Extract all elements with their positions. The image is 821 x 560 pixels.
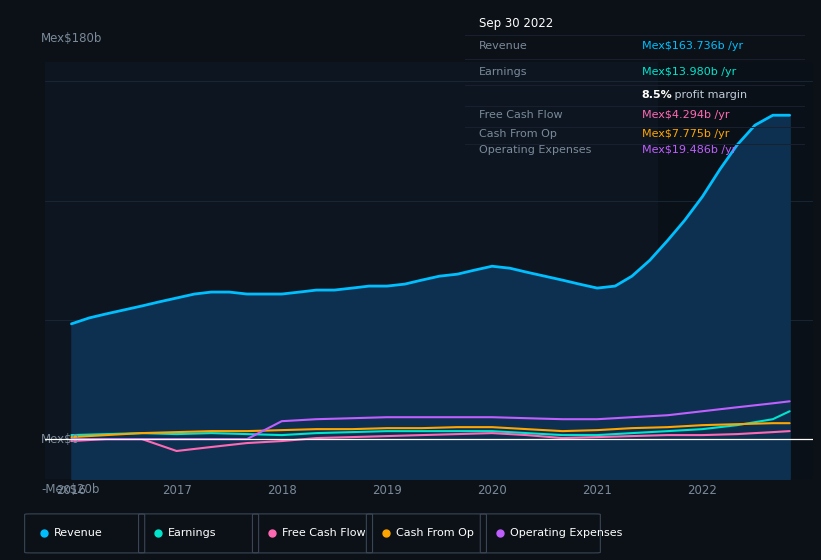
Text: Mex$7.775b /yr: Mex$7.775b /yr [642,129,729,139]
Text: Free Cash Flow: Free Cash Flow [479,110,562,120]
Text: Cash From Op: Cash From Op [396,529,474,538]
Text: Earnings: Earnings [479,67,527,77]
Text: Earnings: Earnings [168,529,217,538]
Text: Mex$0: Mex$0 [41,432,80,446]
Text: Mex$19.486b /yr: Mex$19.486b /yr [642,146,736,155]
Text: Operating Expenses: Operating Expenses [479,146,591,155]
Text: Mex$180b: Mex$180b [41,32,103,45]
Text: Revenue: Revenue [479,41,527,52]
Text: Free Cash Flow: Free Cash Flow [282,529,365,538]
Text: Mex$163.736b /yr: Mex$163.736b /yr [642,41,743,52]
Text: profit margin: profit margin [671,90,747,100]
Text: Mex$13.980b /yr: Mex$13.980b /yr [642,67,736,77]
Text: 8.5%: 8.5% [642,90,672,100]
Text: -Mex$20b: -Mex$20b [41,483,99,496]
Text: Cash From Op: Cash From Op [479,129,557,139]
Text: Operating Expenses: Operating Expenses [510,529,622,538]
Text: Revenue: Revenue [54,529,103,538]
Text: Sep 30 2022: Sep 30 2022 [479,17,553,30]
Bar [658,62,821,479]
Text: Mex$4.294b /yr: Mex$4.294b /yr [642,110,729,120]
